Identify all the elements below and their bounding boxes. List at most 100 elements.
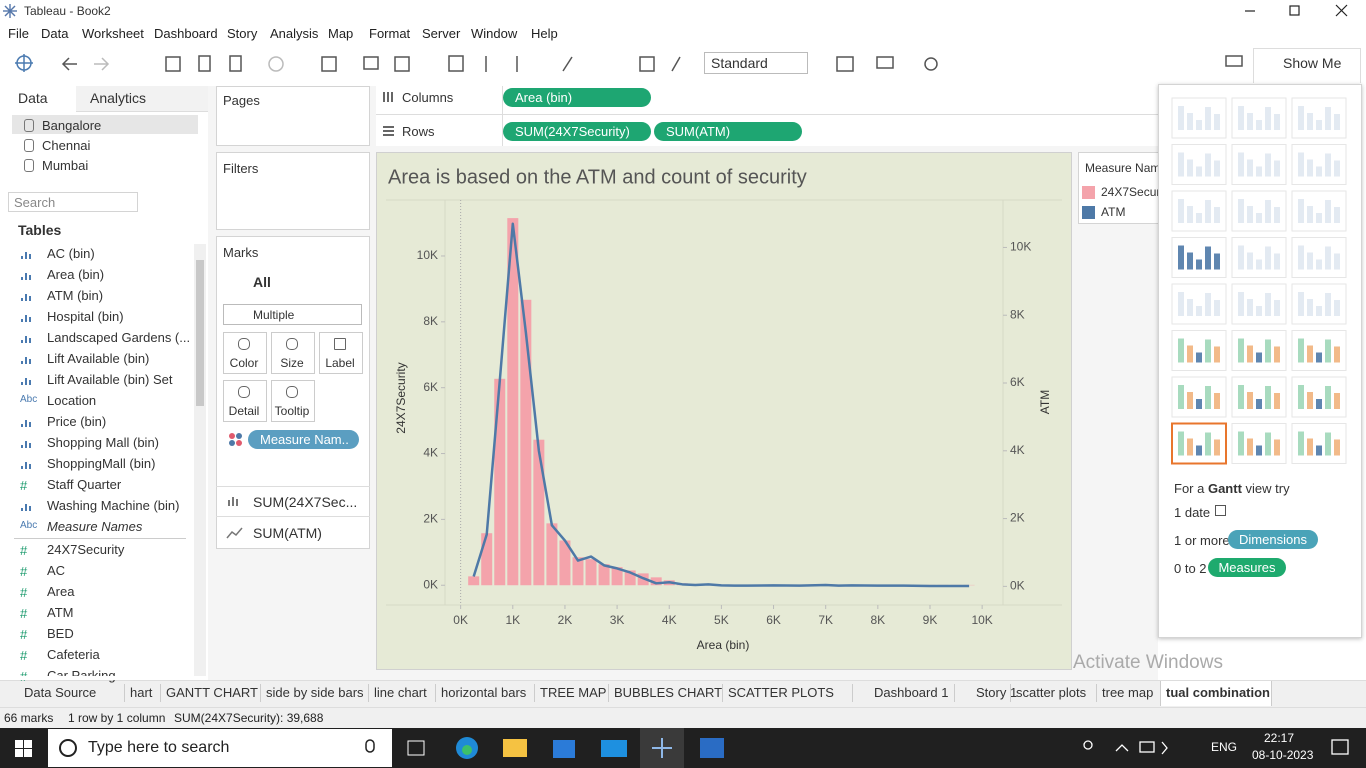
field[interactable]: BED — [47, 626, 74, 641]
tables-heading: Tables — [18, 222, 62, 238]
thumbnail-glyph — [1274, 207, 1280, 223]
legend-label[interactable]: 24X7Security — [1101, 185, 1158, 199]
field[interactable]: ATM — [47, 605, 74, 620]
x-tick-label: 9K — [923, 613, 938, 627]
bin-icon-bar — [25, 273, 27, 280]
sheet-tab[interactable]: tual combination — [1166, 685, 1270, 700]
menu-item[interactable]: Dashboard — [154, 26, 218, 41]
thumbnail-glyph — [1205, 293, 1211, 316]
menu-item[interactable]: Format — [369, 26, 411, 41]
field[interactable]: Landscaped Gardens (... — [47, 330, 191, 345]
color-pill[interactable]: Measure Nam.. — [248, 430, 359, 449]
measure-card-bar[interactable]: SUM(24X7Sec... — [253, 494, 358, 510]
thumbnail-glyph — [1325, 432, 1331, 456]
thumbnail-glyph — [1316, 166, 1322, 177]
field-icon: # — [20, 648, 28, 663]
menu-item[interactable]: Map — [328, 26, 354, 41]
thumbnail-glyph — [1205, 246, 1211, 270]
field[interactable]: Area — [47, 584, 75, 599]
menu-item[interactable]: Data — [41, 26, 69, 41]
taskbar-search[interactable] — [48, 729, 392, 767]
thumbnail-glyph — [1298, 431, 1304, 456]
sheet-tab[interactable]: SCATTER PLOTS — [728, 685, 834, 700]
bar — [650, 577, 662, 586]
field[interactable]: 24X7Security — [47, 542, 125, 557]
row-pill[interactable]: SUM(24X7Security) — [503, 122, 651, 141]
sheet-tab[interactable]: scatter plots — [1016, 685, 1087, 700]
sheet-tab[interactable]: Dashboard 1 — [874, 685, 949, 700]
thumbnail-glyph — [1247, 345, 1253, 363]
thumbnail-glyph — [1316, 259, 1322, 270]
bar — [520, 299, 532, 586]
thumbnail-glyph — [1274, 393, 1280, 409]
sheet-tab[interactable]: hart — [130, 685, 153, 700]
field[interactable]: AC (bin) — [47, 246, 95, 261]
field[interactable]: AC — [47, 563, 66, 578]
field[interactable]: ShoppingMall (bin) — [47, 456, 156, 471]
menu-item[interactable]: Server — [422, 26, 461, 41]
field[interactable]: Lift Available (bin) Set — [47, 372, 173, 387]
sheet-tab[interactable]: BUBBLES CHART — [614, 685, 723, 700]
column-pill[interactable]: Area (bin) — [503, 88, 651, 107]
field[interactable]: Shopping Mall (bin) — [47, 435, 160, 450]
sheet-tab[interactable]: line chart — [374, 685, 427, 700]
menu-item[interactable]: File — [8, 26, 29, 41]
measure-card-line[interactable]: SUM(ATM) — [253, 525, 322, 541]
mark-button[interactable] — [223, 332, 267, 374]
menu-item[interactable]: Help — [531, 26, 558, 41]
thumbnail-glyph — [1214, 346, 1220, 363]
chart: Area is based on the ATM and count of se… — [376, 152, 1072, 670]
sheet-tab[interactable]: horizontal bars — [441, 685, 527, 700]
analytics-tab[interactable] — [76, 86, 208, 112]
chart-thumbnails — [1171, 97, 1347, 465]
sheet-tab[interactable]: TREE MAP — [540, 685, 607, 700]
field[interactable]: Measure Names — [47, 519, 143, 534]
menu-item[interactable]: Analysis — [270, 26, 319, 41]
sheet-tab[interactable]: Story 1 — [976, 685, 1018, 700]
data-source[interactable]: Chennai — [42, 138, 91, 153]
field-icon: # — [20, 478, 28, 493]
field[interactable]: Price (bin) — [47, 414, 107, 429]
sheet-tab[interactable]: GANTT CHART — [166, 685, 258, 700]
menu-item[interactable]: Story — [227, 26, 258, 41]
show-me-tab[interactable] — [1253, 48, 1361, 83]
field[interactable]: Cafeteria — [47, 647, 100, 662]
fit-value: Standard — [711, 55, 768, 71]
bar — [572, 557, 584, 586]
search-box[interactable] — [8, 192, 138, 212]
menu-item[interactable]: Window — [471, 26, 518, 41]
row-pill[interactable]: SUM(ATM) — [654, 122, 802, 141]
taskbar-search-text: Type here to search — [88, 739, 230, 756]
data-source[interactable]: Mumbai — [42, 158, 89, 173]
field[interactable]: Staff Quarter — [47, 477, 122, 492]
scroll-thumb[interactable] — [196, 260, 204, 406]
x-tick-label: 1K — [505, 613, 520, 627]
watermark: Activate Windows — [1073, 652, 1223, 673]
thumbnail-glyph — [1316, 352, 1322, 363]
sheet-tab[interactable]: side by side bars — [266, 685, 364, 700]
field[interactable]: ATM (bin) — [47, 288, 104, 303]
sheet-tab[interactable]: tree map — [1102, 685, 1154, 700]
field[interactable]: Location — [47, 393, 97, 408]
field[interactable]: Washing Machine (bin) — [47, 498, 180, 513]
field[interactable]: Lift Available (bin) — [47, 351, 150, 366]
field[interactable]: Hospital (bin) — [47, 309, 124, 324]
bin-icon-bar — [21, 256, 23, 259]
tab-separator — [1096, 684, 1097, 702]
bin-icon — [21, 462, 31, 469]
mark-button[interactable] — [319, 332, 363, 374]
menu-item[interactable]: Worksheet — [82, 26, 144, 41]
mark-type-dropdown[interactable] — [223, 304, 362, 325]
thumbnail-glyph — [1178, 431, 1184, 456]
thumbnail-glyph — [1205, 153, 1211, 177]
data-source[interactable]: Bangalore — [42, 118, 102, 133]
tab-separator — [160, 684, 161, 702]
thumbnail-glyph — [1316, 213, 1322, 223]
language: ENG — [1211, 740, 1238, 754]
columns-label: Columns — [402, 90, 454, 105]
data-tab[interactable] — [0, 86, 76, 114]
fit-dropdown[interactable] — [704, 52, 808, 74]
sheet-tab[interactable]: Data Source — [24, 685, 97, 700]
legend-label[interactable]: ATM — [1101, 205, 1126, 219]
field[interactable]: Area (bin) — [47, 267, 105, 282]
